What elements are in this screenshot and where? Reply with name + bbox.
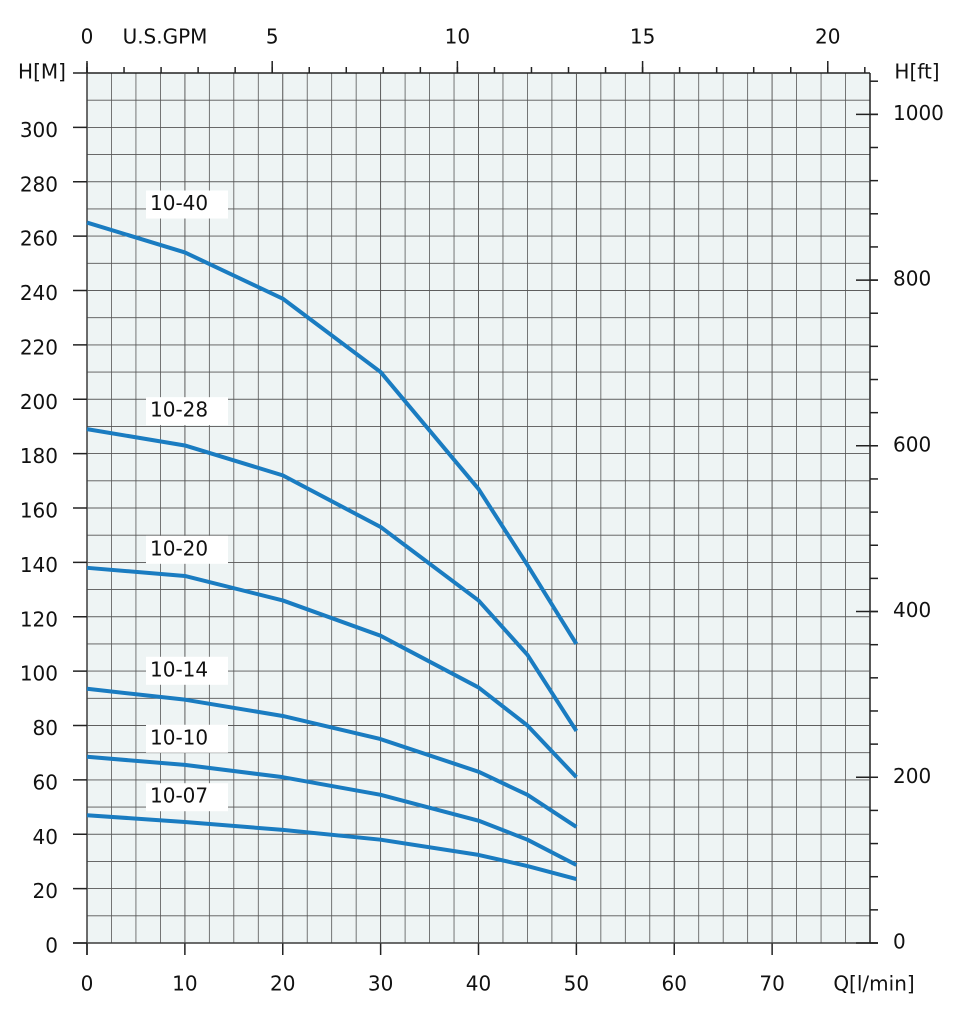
y-tick-label: 200 xyxy=(20,390,58,414)
y-tick-label: 0 xyxy=(45,934,58,958)
curve xyxy=(86,686,578,829)
x-tick-label: 30 xyxy=(368,972,393,996)
curve xyxy=(86,813,577,882)
y-tick-label: 60 xyxy=(33,770,58,794)
y-tick-label: 280 xyxy=(20,172,58,196)
x2-tick-label: 15 xyxy=(630,25,655,49)
y-tick-label: 300 xyxy=(20,118,58,142)
label-background xyxy=(146,783,228,812)
label-background xyxy=(146,656,228,685)
series-label: 10-07 xyxy=(150,784,208,808)
x-tick-label: 70 xyxy=(759,972,784,996)
y-tick-label: 240 xyxy=(20,281,58,305)
y-tick-label: 160 xyxy=(20,499,58,523)
series-label: 10-10 xyxy=(150,725,208,749)
y2-tick-label: 1000 xyxy=(893,101,944,125)
curve xyxy=(86,220,579,645)
x2-axis-title: U.S.GPM xyxy=(123,25,208,49)
series-label: 10-28 xyxy=(150,398,208,422)
y-axis-title: H[M] xyxy=(18,60,66,84)
curve xyxy=(86,427,579,733)
x2-tick-label: 10 xyxy=(445,25,470,49)
x2-tick-label: 5 xyxy=(266,25,279,49)
y2-tick-label: 0 xyxy=(893,930,906,954)
y-tick-label: 40 xyxy=(33,825,58,849)
series-label: 10-40 xyxy=(150,191,208,215)
y2-tick-label: 200 xyxy=(893,764,931,788)
y2-tick-label: 600 xyxy=(893,432,931,456)
x-tick-label: 60 xyxy=(662,972,687,996)
x2-tick-label: 20 xyxy=(815,25,840,49)
label-background xyxy=(146,190,228,219)
label-background xyxy=(146,535,228,564)
y-tick-label: 140 xyxy=(20,553,58,577)
x2-tick-label: 0 xyxy=(81,25,94,49)
y-tick-label: 220 xyxy=(20,335,58,359)
y2-tick-label: 800 xyxy=(893,267,931,291)
y-tick-label: 80 xyxy=(33,716,58,740)
x-tick-label: 50 xyxy=(564,972,589,996)
y-tick-label: 260 xyxy=(20,227,58,251)
x-tick-label: 10 xyxy=(172,972,197,996)
x-tick-label: 0 xyxy=(81,972,94,996)
curve xyxy=(86,754,578,867)
label-background xyxy=(146,724,228,753)
y2-tick-label: 400 xyxy=(893,598,931,622)
y-tick-label: 120 xyxy=(20,607,58,631)
y2-axis-title: H[ft] xyxy=(894,60,939,84)
x-tick-label: 40 xyxy=(466,972,491,996)
y-tick-label: 100 xyxy=(20,662,58,686)
y-tick-label: 180 xyxy=(20,444,58,468)
label-background xyxy=(146,397,228,426)
x-axis-title: Q[l/min] xyxy=(833,972,914,996)
y-tick-label: 20 xyxy=(33,879,58,903)
x-tick-label: 20 xyxy=(270,972,295,996)
series-label: 10-20 xyxy=(150,536,208,560)
series-label: 10-14 xyxy=(150,657,208,681)
curve xyxy=(86,565,578,779)
